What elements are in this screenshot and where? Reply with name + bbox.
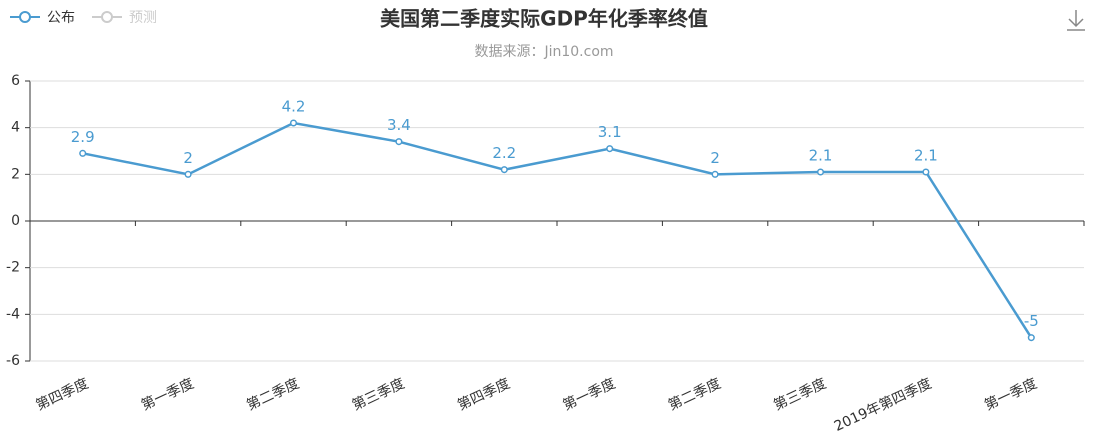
x-tick-label: 第一季度 (982, 375, 1040, 414)
data-label: 2.9 (71, 128, 95, 146)
data-point (922, 168, 930, 176)
x-tick-label: 2019年第四季度 (831, 375, 934, 435)
data-point (289, 119, 298, 127)
data-point (184, 170, 192, 178)
data-point (1027, 334, 1035, 342)
x-tick-label: 第三季度 (771, 375, 829, 414)
data-label: 2 (710, 149, 720, 167)
legend-item[interactable]: 公布 (10, 10, 75, 26)
data-point (711, 170, 719, 178)
x-tick-label: 第四季度 (33, 375, 91, 414)
y-tick-label: -6 (6, 353, 20, 369)
legend-marker (19, 11, 31, 23)
y-tick-label: 2 (11, 166, 20, 182)
chart-title: 美国第二季度实际GDP年化季率终值 (380, 7, 708, 31)
data-point (395, 138, 403, 146)
legend-label: 公布 (47, 10, 75, 26)
data-label: 3.1 (598, 123, 622, 141)
data-label: 3.4 (387, 116, 411, 134)
data-label: -5 (1024, 312, 1039, 330)
data-point (500, 166, 508, 174)
legend-label: 预测 (129, 10, 157, 26)
data-label: 2.1 (809, 147, 833, 165)
y-tick-label: -4 (6, 306, 20, 322)
x-tick-label: 第二季度 (666, 375, 724, 414)
download-glyph (1067, 10, 1085, 31)
download-icon[interactable] (1067, 10, 1085, 31)
y-tick-label: 4 (11, 120, 20, 136)
y-tick-label: -2 (6, 260, 20, 276)
x-tick-label: 第四季度 (455, 375, 513, 414)
legend-item[interactable]: 预测 (92, 10, 157, 26)
x-tick-label: 第二季度 (244, 375, 302, 414)
data-label: 2 (183, 149, 193, 167)
x-tick-label: 第一季度 (560, 375, 618, 414)
y-tick-label: 0 (11, 213, 20, 229)
series-line (82, 121, 1033, 339)
legend-marker (101, 11, 113, 23)
chart-subtitle: 数据来源：Jin10.com (474, 44, 613, 60)
x-tick-label: 第三季度 (349, 375, 407, 414)
data-label: 4.2 (282, 98, 306, 116)
data-label: 2.1 (914, 147, 938, 165)
data-point (816, 168, 825, 176)
x-tick-label: 第一季度 (139, 375, 197, 414)
data-point (606, 145, 614, 153)
y-tick-label: 6 (11, 73, 20, 89)
data-label: 2.2 (492, 144, 516, 162)
data-point (79, 149, 87, 157)
